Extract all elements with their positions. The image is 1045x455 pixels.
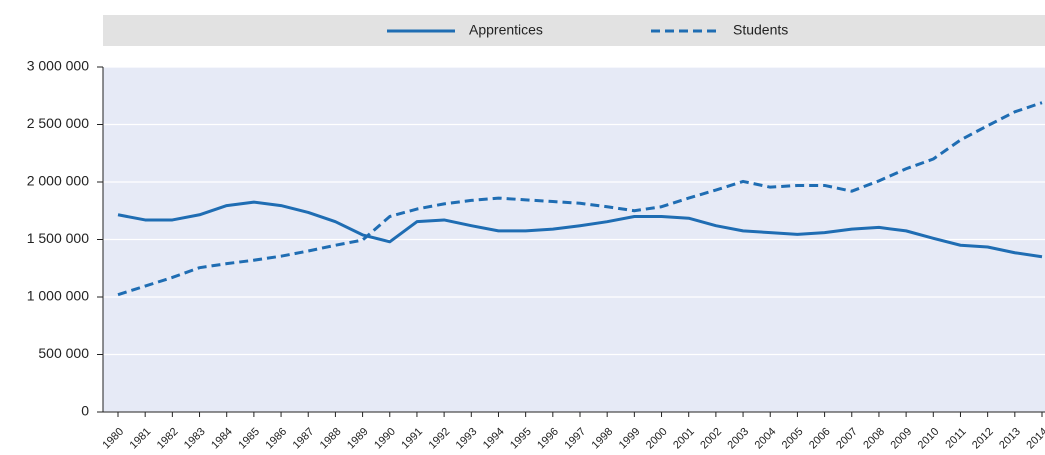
x-tick-label: 1980 (100, 426, 126, 452)
y-tick-label: 2 500 000 (27, 115, 89, 131)
x-tick-label: 2002 (698, 426, 724, 452)
x-tick-label: 2001 (671, 426, 697, 452)
x-tick-label: 1983 (182, 426, 208, 452)
x-tick-label: 1993 (454, 426, 480, 452)
y-tick-label: 0 (81, 403, 89, 419)
x-tick-label: 2012 (970, 426, 996, 452)
x-tick-label: 1990 (372, 426, 398, 452)
legend-label: Apprentices (469, 22, 543, 38)
y-tick-label: 1 500 000 (27, 230, 89, 246)
x-tick-label: 1985 (236, 426, 262, 452)
x-tick-label: 1988 (318, 426, 344, 452)
x-tick-label: 1982 (155, 426, 181, 452)
x-tick-label: 1998 (590, 426, 616, 452)
x-tick-label: 2007 (834, 426, 860, 452)
legend-label: Students (733, 22, 788, 38)
x-tick-label: 2003 (725, 426, 751, 452)
legend-background (103, 15, 1045, 46)
x-tick-label: 2009 (888, 426, 914, 452)
x-tick-label: 1987 (291, 426, 317, 452)
x-tick-label: 1981 (128, 426, 154, 452)
x-tick-label: 1994 (481, 426, 507, 452)
x-tick-label: 2014 (1024, 426, 1045, 452)
y-tick-label: 2 000 000 (27, 173, 89, 189)
x-tick-label: 1989 (345, 426, 371, 452)
x-tick-label: 1996 (535, 426, 561, 452)
x-tick-label: 2004 (753, 426, 779, 452)
x-tick-label: 2013 (997, 426, 1023, 452)
x-tick-label: 1999 (617, 426, 643, 452)
x-tick-label: 1984 (209, 426, 235, 452)
x-tick-label: 2006 (807, 426, 833, 452)
series-line (117, 101, 1043, 297)
x-tick-label: 1986 (263, 426, 289, 452)
series-line (117, 200, 1043, 259)
x-tick-label: 1991 (399, 426, 425, 452)
x-tick-label: 2008 (861, 426, 887, 452)
y-tick-label: 1 000 000 (27, 288, 89, 304)
x-tick-label: 2010 (916, 426, 942, 452)
x-tick-label: 2005 (780, 426, 806, 452)
y-tick-label: 500 000 (38, 345, 89, 361)
x-tick-label: 1997 (562, 426, 588, 452)
x-tick-label: 1995 (508, 426, 534, 452)
x-tick-label: 1992 (426, 426, 452, 452)
x-tick-label: 2000 (644, 426, 670, 452)
y-tick-label: 3 000 000 (27, 58, 89, 74)
x-tick-label: 2011 (943, 426, 968, 451)
